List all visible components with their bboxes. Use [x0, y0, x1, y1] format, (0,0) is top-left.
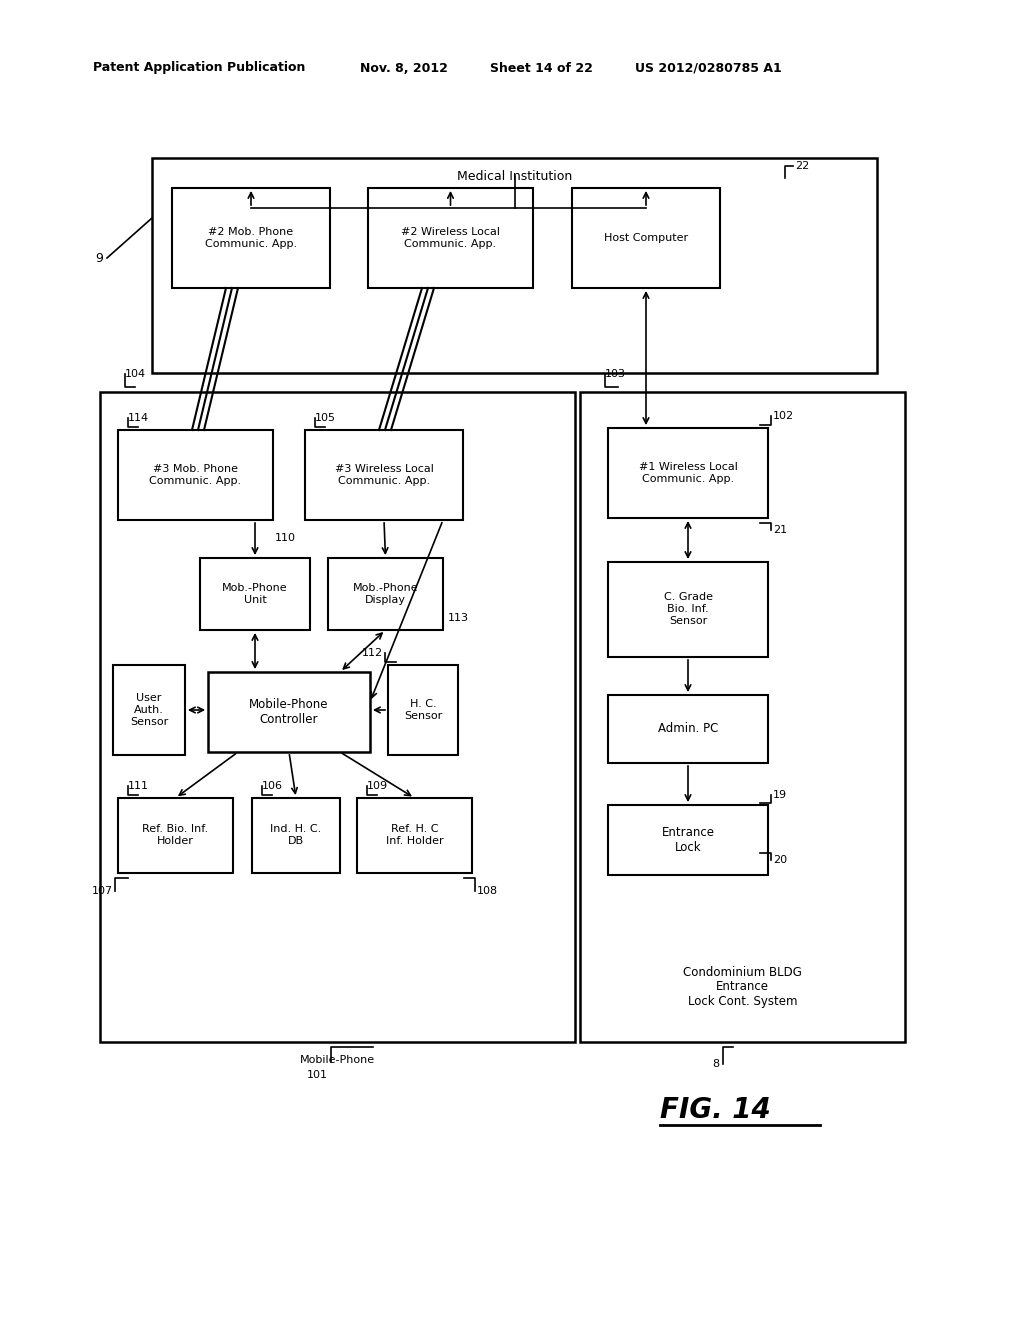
Text: Condominium BLDG
Entrance
Lock Cont. System: Condominium BLDG Entrance Lock Cont. Sys…	[683, 965, 802, 1008]
Text: #3 Mob. Phone
Communic. App.: #3 Mob. Phone Communic. App.	[150, 465, 242, 486]
Text: 103: 103	[605, 370, 626, 379]
Bar	[118, 799, 233, 873]
Bar	[608, 428, 768, 517]
Text: 102: 102	[773, 411, 795, 421]
Text: Medical Institution: Medical Institution	[457, 169, 572, 182]
Text: 8: 8	[713, 1059, 720, 1069]
Bar	[580, 392, 905, 1041]
Bar	[208, 672, 370, 752]
Text: Ref. Bio. Inf.
Holder: Ref. Bio. Inf. Holder	[142, 824, 209, 846]
Bar	[252, 799, 340, 873]
Text: #1 Wireless Local
Communic. App.: #1 Wireless Local Communic. App.	[639, 462, 737, 484]
Bar	[368, 187, 534, 288]
Text: 108: 108	[477, 886, 498, 896]
Text: Sheet 14 of 22: Sheet 14 of 22	[490, 62, 593, 74]
Text: #2 Mob. Phone
Communic. App.: #2 Mob. Phone Communic. App.	[205, 227, 297, 248]
Bar	[152, 158, 877, 374]
Text: 22: 22	[795, 161, 809, 172]
Bar	[200, 558, 310, 630]
Text: 113: 113	[449, 612, 469, 623]
Text: 110: 110	[275, 533, 296, 543]
Bar	[113, 665, 185, 755]
Text: Ind. H. C.
DB: Ind. H. C. DB	[270, 824, 322, 846]
Text: Ref. H. C
Inf. Holder: Ref. H. C Inf. Holder	[386, 824, 443, 846]
Bar	[608, 696, 768, 763]
Bar	[608, 805, 768, 875]
Text: 114: 114	[128, 413, 150, 422]
Text: Mobile-Phone: Mobile-Phone	[300, 1055, 375, 1065]
Bar	[388, 665, 458, 755]
Text: Entrance
Lock: Entrance Lock	[662, 826, 715, 854]
Text: 104: 104	[125, 370, 146, 379]
Text: 106: 106	[262, 781, 283, 791]
Text: 109: 109	[367, 781, 388, 791]
Bar	[100, 392, 575, 1041]
Text: Nov. 8, 2012: Nov. 8, 2012	[360, 62, 447, 74]
Text: 9: 9	[95, 252, 103, 264]
Text: 19: 19	[773, 789, 787, 800]
Text: Admin. PC: Admin. PC	[657, 722, 718, 735]
Text: 107: 107	[92, 886, 113, 896]
Text: C. Grade
Bio. Inf.
Sensor: C. Grade Bio. Inf. Sensor	[664, 593, 713, 626]
Bar	[608, 562, 768, 657]
Text: User
Auth.
Sensor: User Auth. Sensor	[130, 693, 168, 726]
Text: #2 Wireless Local
Communic. App.: #2 Wireless Local Communic. App.	[401, 227, 500, 248]
Bar	[572, 187, 720, 288]
Text: US 2012/0280785 A1: US 2012/0280785 A1	[635, 62, 781, 74]
Text: Mob.-Phone
Display: Mob.-Phone Display	[352, 583, 419, 605]
Bar	[305, 430, 463, 520]
Text: 20: 20	[773, 855, 787, 865]
Bar	[118, 430, 273, 520]
Text: Patent Application Publication: Patent Application Publication	[93, 62, 305, 74]
Text: Host Computer: Host Computer	[604, 234, 688, 243]
Text: 21: 21	[773, 525, 787, 535]
Text: 112: 112	[361, 648, 383, 657]
Text: #3 Wireless Local
Communic. App.: #3 Wireless Local Communic. App.	[335, 465, 433, 486]
Bar	[172, 187, 330, 288]
Text: Mobile-Phone
Controller: Mobile-Phone Controller	[249, 698, 329, 726]
Text: FIG. 14: FIG. 14	[660, 1096, 771, 1125]
Bar	[357, 799, 472, 873]
Text: 111: 111	[128, 781, 150, 791]
Bar	[328, 558, 443, 630]
Text: 101: 101	[307, 1071, 328, 1080]
Text: H. C.
Sensor: H. C. Sensor	[403, 700, 442, 721]
Text: Mob.-Phone
Unit: Mob.-Phone Unit	[222, 583, 288, 605]
Text: 105: 105	[315, 413, 336, 422]
